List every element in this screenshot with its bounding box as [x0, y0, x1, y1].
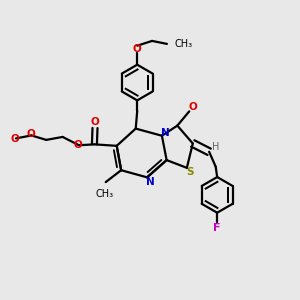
Text: O: O: [133, 44, 142, 54]
Text: N: N: [146, 176, 154, 187]
Text: N: N: [161, 128, 170, 138]
Text: O: O: [26, 129, 35, 139]
Text: O: O: [91, 117, 99, 127]
Text: O: O: [189, 102, 197, 112]
Text: CH₃: CH₃: [174, 39, 193, 49]
Text: S: S: [186, 167, 194, 177]
Text: CH₃: CH₃: [96, 189, 114, 199]
Text: F: F: [213, 223, 221, 232]
Text: O: O: [74, 140, 82, 150]
Text: O: O: [10, 134, 19, 144]
Text: H: H: [212, 142, 219, 152]
